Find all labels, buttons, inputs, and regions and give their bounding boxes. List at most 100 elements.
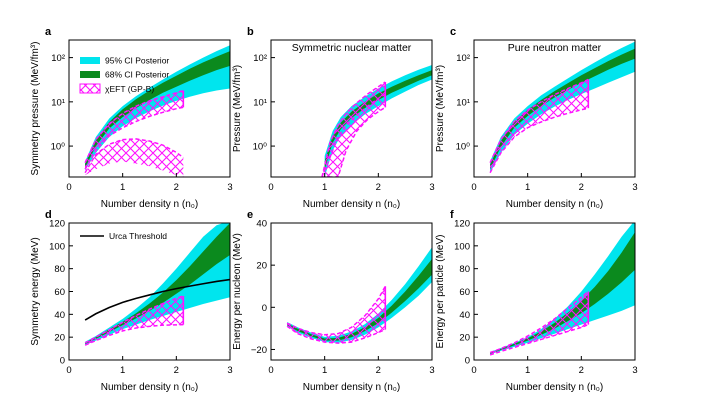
ci95-band-d xyxy=(85,223,230,346)
y-tick-label-f: 20 xyxy=(459,333,470,344)
y-axis-label-f: Energy per particle (MeV) xyxy=(435,235,446,349)
x-tick-label-b: 3 xyxy=(429,182,434,193)
plot-area-f xyxy=(489,223,635,356)
legend-swatch-ci95 xyxy=(80,57,100,64)
plot-area-d xyxy=(84,223,230,346)
y-tick-label-f: 100 xyxy=(454,241,470,252)
x-tick-label-a: 2 xyxy=(174,182,179,193)
x-tick-label-f: 1 xyxy=(525,365,530,376)
x-tick-label-c: 0 xyxy=(471,182,476,193)
x-axis-label-a: Number density n (n₀) xyxy=(101,199,199,210)
panel-f: 0 1 2 3 0 20 40 60 80 100 120 Number density n (n₀)… xyxy=(435,209,638,393)
chieft-upper-f xyxy=(489,290,589,354)
x-tick-label-f: 3 xyxy=(632,365,637,376)
panel-letter-e: e xyxy=(247,209,253,221)
chieft-lower-c xyxy=(489,107,589,174)
chieft-upper-e xyxy=(286,285,386,336)
chieft-band-f xyxy=(490,291,589,355)
plot-area-b xyxy=(321,65,432,177)
y-tick-label-c: 10¹ xyxy=(456,97,470,108)
panel-a: 0 1 2 3 10⁰ 10¹ 10² Number density n (n₀) Symmet… xyxy=(30,26,233,210)
legend-label-ci95: 95% CI Posterior xyxy=(105,56,169,66)
urca-line-d xyxy=(84,278,230,321)
legend-label-ci68: 68% CI Posterior xyxy=(105,70,169,80)
legend-swatch-ci68 xyxy=(80,71,100,78)
y-axis-label-b: Pressure (MeV/fm³) xyxy=(232,65,243,152)
chieft-lower-b xyxy=(321,106,386,177)
panel-letter-a: a xyxy=(45,26,52,38)
x-axis-label-e: Number density n (n₀) xyxy=(303,382,401,393)
legend-swatch-chieft xyxy=(79,83,101,94)
panel-letter-b: b xyxy=(247,26,254,38)
panel-d: 0 1 2 3 0 20 40 60 80 100 120 Number density n (n₀)… xyxy=(30,209,233,393)
chieft-lower-f xyxy=(489,323,589,356)
legend-label-urca: Urca Threshold xyxy=(109,231,167,241)
y-tick-label-c: 10⁰ xyxy=(456,142,471,153)
y-axis-label-e: Energy per nucleon (MeV) xyxy=(232,233,243,350)
ci68-band-f xyxy=(490,232,635,354)
y-axis-label-d: Symmetry energy (MeV) xyxy=(30,237,41,345)
y-tick-label-e: 40 xyxy=(256,219,267,230)
y-tick-label-f: 0 xyxy=(465,356,470,367)
panel-letter-f: f xyxy=(450,209,454,221)
y-tick-label-a: 10² xyxy=(51,53,65,64)
legend-left: 95% CI Posterior 68% CI Posterior χEFT (… xyxy=(79,56,169,94)
chieft-inner-upper-a xyxy=(84,138,184,174)
y-tick-label-d: 120 xyxy=(49,219,65,230)
y-tick-label-e: 20 xyxy=(256,261,267,272)
x-tick-label-e: 1 xyxy=(322,365,327,376)
x-tick-label-b: 2 xyxy=(376,182,381,193)
y-tick-label-d: 60 xyxy=(54,287,65,298)
axes-frame-b xyxy=(270,39,433,178)
chieft-band-d xyxy=(85,296,184,346)
y-tick-label-f: 40 xyxy=(459,310,470,321)
y-tick-label-d: 0 xyxy=(60,356,65,367)
y-tick-label-c: 10² xyxy=(456,53,470,64)
y-tick-label-d: 80 xyxy=(54,264,65,275)
plot-area-e xyxy=(286,247,432,344)
x-axis-label-d: Number density n (n₀) xyxy=(101,382,199,393)
x-tick-label-a: 0 xyxy=(66,182,71,193)
x-tick-label-e: 3 xyxy=(429,365,434,376)
x-tick-label-e: 2 xyxy=(376,365,381,376)
x-tick-label-d: 3 xyxy=(227,365,232,376)
chieft-band-a xyxy=(85,90,184,170)
panel-c: 0 1 2 3 10⁰ 10¹ 10² Number density n (n₀) Pressu… xyxy=(435,26,638,210)
x-axis-label-c: Number density n (n₀) xyxy=(506,199,604,210)
y-tick-label-b: 10⁰ xyxy=(253,142,268,153)
chieft-lower-e xyxy=(286,325,386,344)
ci68-band-c xyxy=(490,48,635,170)
panel-b: 0 1 2 3 10⁰ 10¹ 10² Number density n (n₀) Pressu… xyxy=(232,26,435,210)
x-axis-label-f: Number density n (n₀) xyxy=(506,382,604,393)
axes-frame-e xyxy=(270,222,433,361)
y-axis-label-c: Pressure (MeV/fm³) xyxy=(435,65,446,152)
x-tick-label-c: 1 xyxy=(525,182,530,193)
chieft-band-e xyxy=(287,286,386,344)
y-tick-label-e: −20 xyxy=(251,345,267,356)
x-tick-label-e: 0 xyxy=(268,365,273,376)
x-tick-label-f: 0 xyxy=(471,365,476,376)
y-tick-label-b: 10² xyxy=(253,53,267,64)
axes-frame-c xyxy=(473,39,636,178)
legend-urca: Urca Threshold xyxy=(80,231,167,241)
ci68-band-a xyxy=(85,51,230,168)
x-tick-label-a: 3 xyxy=(227,182,232,193)
panel-letter-d: d xyxy=(45,209,52,221)
x-tick-label-d: 2 xyxy=(174,365,179,376)
y-tick-label-f: 80 xyxy=(459,264,470,275)
y-tick-label-f: 60 xyxy=(459,287,470,298)
x-tick-label-a: 1 xyxy=(120,182,125,193)
panel-letter-c: c xyxy=(450,26,456,38)
panel-title-b: Symmetric nuclear matter xyxy=(292,42,412,54)
chieft-inner-band-a xyxy=(85,138,184,177)
chieft-lower-d xyxy=(84,323,184,346)
x-tick-label-d: 0 xyxy=(66,365,71,376)
plot-area-c xyxy=(489,41,635,174)
chieft-upper-c xyxy=(489,78,589,164)
chieft-upper-a xyxy=(84,89,184,164)
y-axis-label-a: Symmetry pressure (MeV/fm³) xyxy=(30,42,41,176)
chieft-lower-a xyxy=(84,106,184,170)
chieft-band-c xyxy=(490,79,589,173)
